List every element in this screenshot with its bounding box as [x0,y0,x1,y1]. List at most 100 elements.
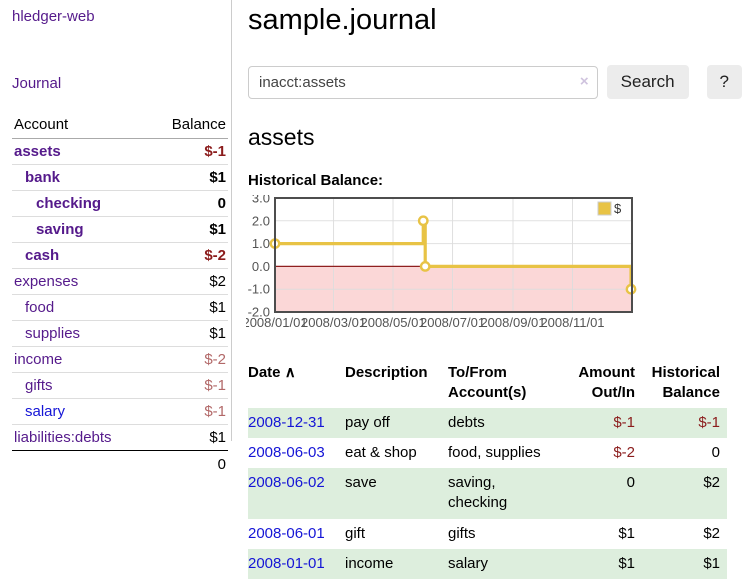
svg-text:3.0: 3.0 [252,195,270,206]
transaction-date-link[interactable]: 2008-01-01 [248,554,325,572]
account-link[interactable]: checking [36,195,102,212]
account-link[interactable]: gifts [25,377,53,394]
transaction-accounts: saving, checking [448,474,508,512]
account-balance-table: Account Balance assets $-1 bank $1 checking 0… [12,114,228,477]
register-row: 2008-06-03 eat & shop food, supplies $-2 0 [248,438,727,468]
account-balance: $-2 [148,346,228,373]
account-balance: $2 [148,268,228,295]
account-balance: $-1 [148,398,228,425]
account-balance: $-1 [148,372,228,399]
register-table: Date ∧ Description To/From Account(s) Am… [248,361,727,579]
transaction-balance: $1 [703,554,720,572]
account-balance: $1 [148,320,228,347]
transaction-date-link[interactable]: 2008-06-03 [248,443,325,461]
transaction-amount: 0 [626,474,635,491]
account-balance: $1 [148,294,228,321]
register-row: 2008-06-01 gift gifts $1 $2 [248,519,727,549]
grand-total-value: 0 [217,456,226,473]
transaction-balance: $-1 [698,413,720,431]
account-row: supplies $1 [12,320,228,347]
transaction-accounts: debts [448,413,485,431]
account-link[interactable]: supplies [25,325,81,342]
account-link[interactable]: cash [25,247,60,264]
svg-text:2008/09/01: 2008/09/01 [480,315,545,330]
register-row: 2008-12-31 pay off debts $-1 $-1 [248,407,727,438]
register-table-body: 2008-12-31 pay off debts $-1 $-1 2008-06-03 ea… [248,407,727,579]
search-input[interactable] [248,65,598,99]
account-link[interactable]: assets [14,143,61,160]
svg-text:2.0: 2.0 [252,213,270,228]
transaction-description: pay off [345,413,390,431]
account-row: food $1 [12,294,228,321]
account-link[interactable]: expenses [14,273,79,290]
transaction-accounts: food, supplies [448,443,541,461]
account-balance: $1 [148,164,228,191]
account-balance: 0 [148,190,228,217]
svg-text:1.0: 1.0 [252,236,270,251]
account-heading: assets [248,124,315,150]
account-link[interactable]: income [14,351,63,368]
account-balance: $1 [148,216,228,243]
account-row: assets $-1 [12,138,228,165]
chart-canvas: $3.0 2.0 1.0 0.0 -1.0 -2.02008/01/012008/03/0… [242,191,637,330]
transaction-description: eat & shop [345,443,417,461]
account-row: gifts $-1 [12,372,228,399]
main-content: sample.journal × Search ? assets Histori… [233,0,742,579]
sidebar-item-journal[interactable]: Journal [12,75,62,92]
description-column-header: Description [345,364,428,381]
transaction-amount: $1 [618,554,635,572]
app-title-link[interactable]: hledger-web [12,8,95,25]
amount-column-header: Amount Out/In [578,364,635,402]
svg-text:2008/03/01: 2008/03/01 [301,315,366,330]
account-row: salary $-1 [12,398,228,425]
transaction-description: income [345,554,394,572]
transaction-description: gift [345,524,366,542]
svg-text:2008/01/01: 2008/01/01 [246,315,308,330]
search-button[interactable]: Search [606,65,689,99]
chart-legend-label: $ [614,201,622,216]
transaction-amount: $-2 [613,443,635,461]
account-balance: $-2 [148,242,228,269]
transaction-description: save [345,474,377,491]
sort-ascending-icon: ∧ [284,364,296,381]
account-row: checking 0 [12,190,228,217]
account-row: liabilities:debts $1 [12,424,228,451]
transaction-balance: 0 [711,443,720,461]
register-row: 2008-06-02 save saving, checking 0 $2 [248,468,727,519]
page-title: sample.journal [248,4,437,36]
transaction-date-link[interactable]: 2008-12-31 [248,413,325,431]
svg-text:0.0: 0.0 [252,259,270,274]
register-row: 2008-01-01 income salary $1 $1 [248,548,727,579]
transaction-date-link[interactable]: 2008-06-02 [248,474,325,491]
transaction-balance: $2 [703,474,720,491]
account-link[interactable]: liabilities:debts [14,429,112,446]
account-column-header: Account [12,114,149,139]
clear-search-icon[interactable]: × [579,72,589,90]
account-link[interactable]: bank [25,169,61,186]
transaction-accounts: salary [448,554,489,572]
transaction-date-link[interactable]: 2008-06-01 [248,524,325,542]
account-balance: $1 [148,424,228,451]
grand-total-row: 0 [12,451,228,478]
transaction-amount: $1 [618,524,635,542]
transaction-amount: $-1 [613,413,635,431]
account-row: saving $1 [12,216,228,243]
account-balance: $-1 [148,138,228,165]
sidebar: hledger-web Journal Account Balance asse… [0,0,232,473]
svg-text:2008/07/01: 2008/07/01 [420,315,485,330]
help-button[interactable]: ? [706,65,742,99]
account-link[interactable]: salary [25,403,66,420]
account-row: expenses $2 [12,268,228,295]
transaction-accounts: gifts [448,524,476,542]
account-row: income $-2 [12,346,228,373]
account-link[interactable]: food [25,299,55,316]
svg-text:-1.0: -1.0 [248,282,270,297]
account-table-body: assets $-1 bank $1 checking 0 saving $1 cash $-2 e… [12,138,228,478]
date-column-header[interactable]: Date ∧ [248,364,296,381]
account-link[interactable]: saving [36,221,84,238]
transaction-balance: $2 [703,524,720,542]
account-row: bank $1 [12,164,228,191]
historical-balance-chart: $3.0 2.0 1.0 0.0 -1.0 -2.0 2008/01/01 2008/03/0… [242,191,742,340]
svg-text:2008/05/01: 2008/05/01 [360,315,425,330]
accounts-column-header: To/From Account(s) [448,364,527,402]
